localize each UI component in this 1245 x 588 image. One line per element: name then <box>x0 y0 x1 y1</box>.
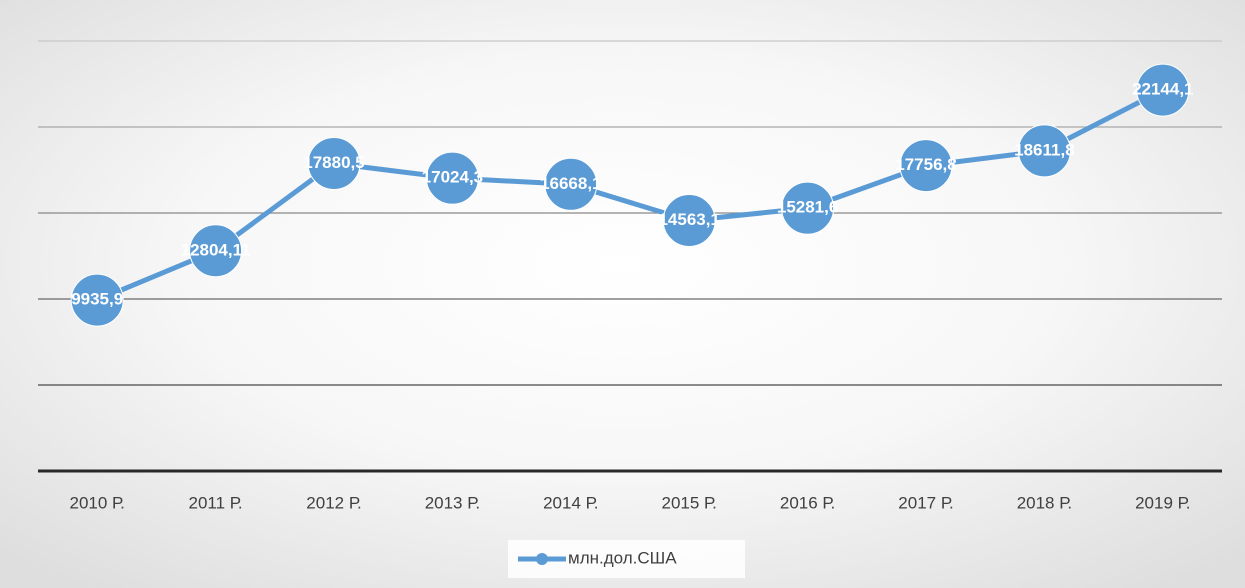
x-tick-label: 2011 Р. <box>189 493 243 512</box>
marker <box>1017 124 1071 178</box>
marker <box>425 151 479 205</box>
marker <box>1136 63 1190 117</box>
marker <box>544 157 598 211</box>
marker <box>662 194 716 248</box>
marker <box>899 139 953 193</box>
data-label: 18611,8 <box>1014 140 1075 159</box>
legend-label: млн.дол.США <box>568 548 677 567</box>
x-tick-label: 2010 Р. <box>69 493 124 512</box>
plot: 2010 Р. 2011 Р. 2012 Р. 2013 Р. 2014 Р. 2015 … <box>69 63 1194 512</box>
data-label: 16668,1 <box>540 174 601 193</box>
x-tick-label: 2014 Р. <box>543 493 598 512</box>
marker <box>307 136 361 190</box>
data-label: 17880,5 <box>303 153 364 172</box>
legend: млн.дол.США <box>508 540 745 578</box>
grid <box>38 40 1222 473</box>
x-tick-label: 2015 Р. <box>661 493 716 512</box>
line <box>96 87 1164 303</box>
marker <box>781 181 835 235</box>
marker <box>70 273 124 327</box>
data-label: 15281,6 <box>777 198 838 217</box>
x-tick-label: 2012 Р. <box>306 493 361 512</box>
x-tick-label: 2019 Р. <box>1135 493 1190 512</box>
x-tick-label: 2018 Р. <box>1017 493 1072 512</box>
x-tick-label: 2016 Р. <box>780 493 835 512</box>
x-tick-label: 2013 Р. <box>425 493 480 512</box>
data-label: 17756,8 <box>895 155 956 174</box>
x-tick-label: 2017 Р. <box>898 493 953 512</box>
data-label: 14563,1 <box>658 210 719 229</box>
marker <box>189 224 243 278</box>
data-label: 12804,11 <box>181 240 251 259</box>
data-label: 22144,1 <box>1132 80 1193 99</box>
data-label: 17024,3 <box>422 168 483 187</box>
legend-marker <box>536 553 548 565</box>
data-label: 9935,9 <box>71 290 123 309</box>
